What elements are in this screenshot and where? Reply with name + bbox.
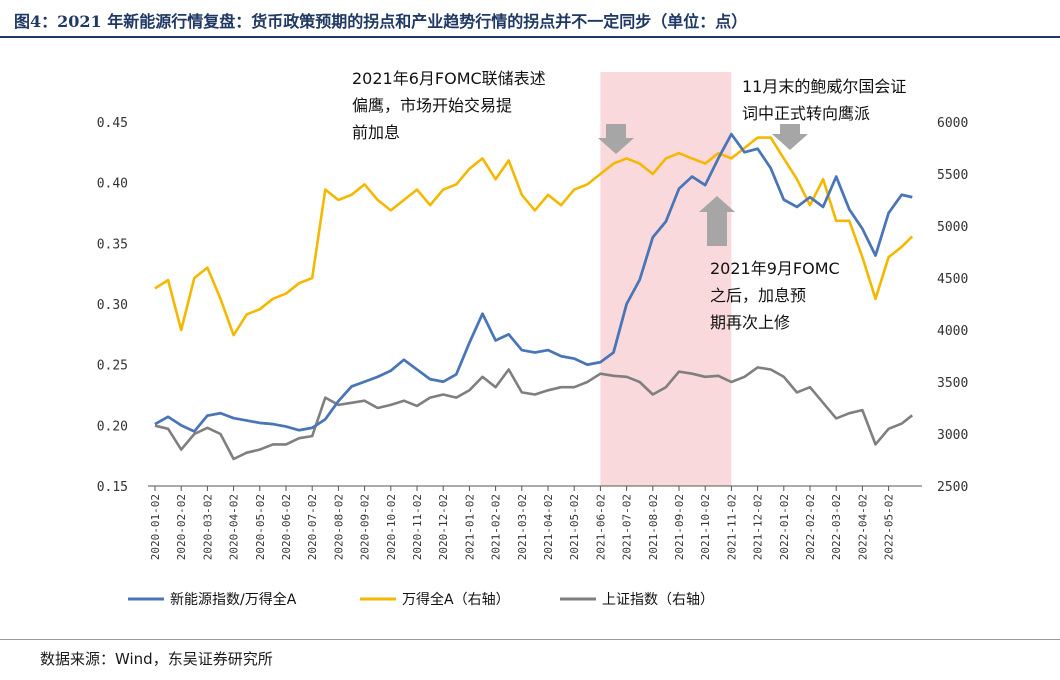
x-tick-label: 2022-02-02 [804,494,817,560]
x-tick-label: 2020-04-02 [228,494,241,560]
x-tick-label: 2021-09-02 [673,494,686,560]
annotation-1-line: 前加息 [352,123,400,142]
series-line-2 [154,136,914,337]
series-line-1-overlay [154,132,913,433]
x-tick-label: 2020-08-02 [332,494,345,560]
chart-title: 图4：2021 年新能源行情复盘：货币政策预期的拐点和产业趋势行情的拐点并不一定… [14,12,748,31]
x-tick-label: 2020-12-02 [437,494,450,560]
annotation-2-line: 词中正式转向鹰派 [742,104,870,123]
x-tick-label: 2022-04-02 [856,494,869,560]
y-right-tick-label: 4500 [937,272,968,287]
x-tick-label: 2021-04-02 [542,494,555,560]
x-tick-label: 2021-02-02 [490,494,503,560]
x-tick-label: 2020-07-02 [306,494,319,560]
x-tick-label: 2020-11-02 [411,494,424,560]
y-left-tick-label: 0.45 [97,116,128,131]
annotation-3-line: 之后，加息预 [710,286,806,305]
x-tick-label: 2022-05-02 [883,494,896,560]
y-right-tick-label: 6000 [937,116,968,131]
x-tick-label: 2021-10-02 [699,494,712,560]
y-left-tick-label: 0.35 [97,237,128,252]
x-tick-label: 2021-06-02 [594,494,607,560]
x-tick-label: 2021-05-02 [568,494,581,560]
x-tick-label: 2021-08-02 [647,494,660,560]
x-tick-label: 2021-11-02 [725,494,738,560]
x-tick-label: 2020-10-02 [385,494,398,560]
y-left-tick-label: 0.40 [97,177,128,192]
legend-label: 新能源指数/万得全A [170,591,297,608]
x-tick-label: 2022-03-02 [830,494,843,560]
y-left-tick-label: 0.25 [97,359,128,374]
arrow-up-icon [699,196,735,246]
y-right-tick-label: 3500 [937,376,968,391]
x-tick-label: 2020-01-02 [149,494,162,560]
x-tick-label: 2020-09-02 [359,494,372,560]
series-line-1 [154,132,913,433]
x-tick-label: 2021-01-02 [463,494,476,560]
annotation-1-line: 2021年6月FOMC联储表述 [352,69,546,88]
x-tick-label: 2020-02-02 [175,494,188,560]
y-right-tick-label: 2500 [937,480,968,495]
x-tick-label: 2020-05-02 [254,494,267,560]
y-left-tick-label: 0.20 [97,419,128,434]
title-divider [0,36,1060,38]
series-line-3 [154,366,914,461]
annotation-1-line: 偏鹰，市场开始交易提 [352,96,512,115]
y-left-tick-label: 0.15 [97,480,128,495]
x-tick-label: 2021-12-02 [752,494,765,560]
y-right-tick-label: 5000 [937,220,968,235]
y-right-tick-label: 5500 [937,168,968,183]
legend-label: 万得全A（右轴） [402,591,510,608]
x-tick-label: 2022-01-02 [778,494,791,560]
y-right-tick-label: 4000 [937,324,968,339]
annotation-3-line: 2021年9月FOMC [710,259,840,278]
x-tick-label: 2021-03-02 [516,494,529,560]
x-tick-label: 2020-06-02 [280,494,293,560]
legend-label: 上证指数（右轴） [602,592,714,608]
arrow-down-icon [598,124,634,154]
line-chart: 0.15 0.20 0.25 0.30 0.35 0.40 0.45 2500 3000 3500… [97,69,969,608]
y-right-tick-label: 3000 [937,428,968,443]
annotation-3-line: 期再次上修 [710,313,790,332]
arrow-down-icon [772,124,808,150]
annotation-2-line: 11月末的鲍威尔国会证 [742,77,906,96]
x-tick-label: 2021-07-02 [621,494,634,560]
y-left-tick-label: 0.30 [97,298,128,313]
footer-divider [0,639,1060,640]
x-tick-label: 2020-03-02 [201,494,214,560]
data-source: 数据来源：Wind，东吴证券研究所 [40,650,273,668]
